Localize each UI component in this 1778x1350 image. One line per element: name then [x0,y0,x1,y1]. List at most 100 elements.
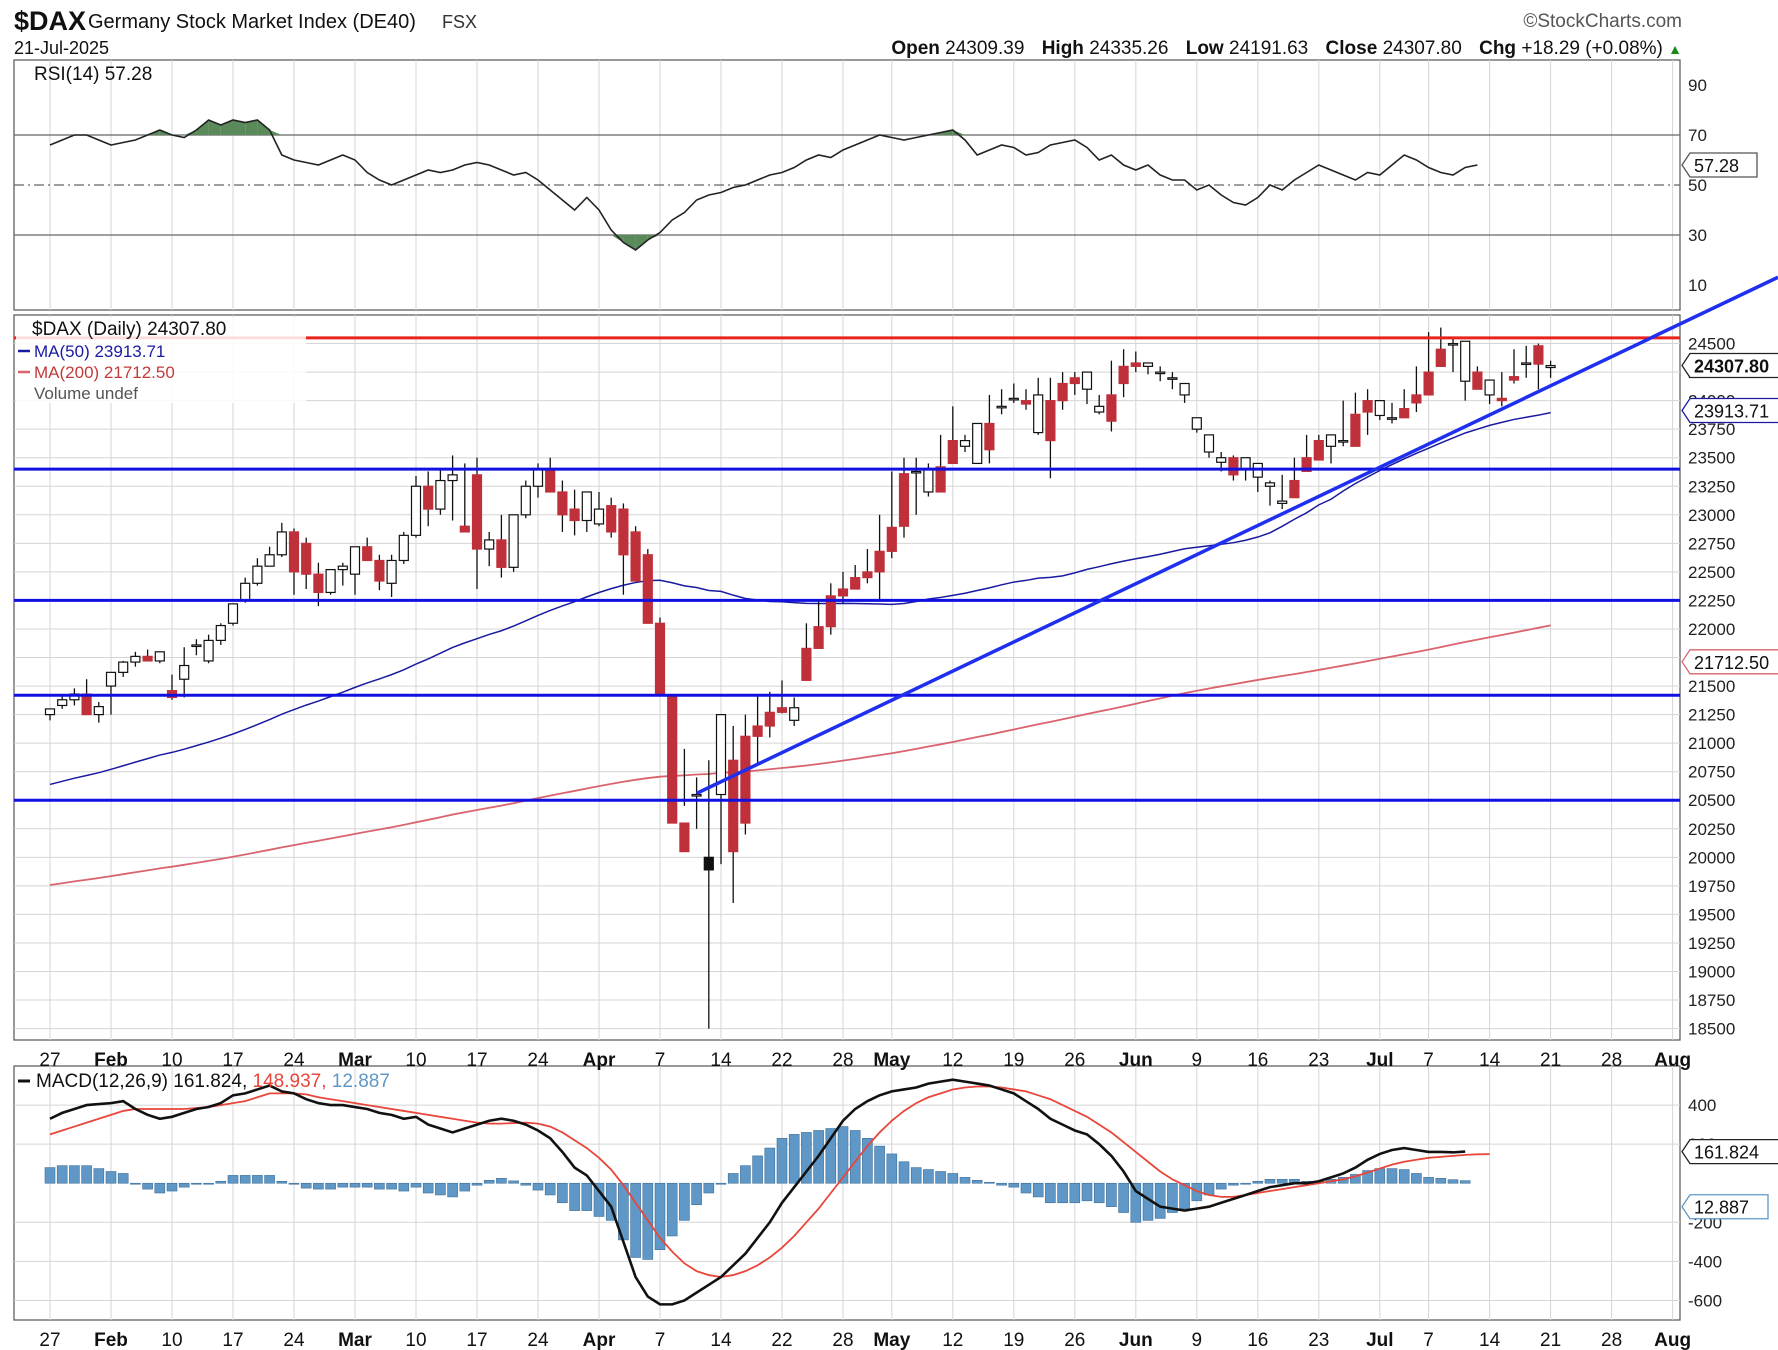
candle-body [93,706,104,716]
date-tick-label: 14 [710,1330,732,1350]
date-tick-label: 21 [1540,1050,1561,1071]
candle-body [789,707,800,721]
price-tick-label: 22000 [1688,620,1735,639]
candle-body [837,588,849,597]
macd-histogram-bar [154,1182,166,1194]
macd-histogram-bar [581,1182,593,1211]
candle-body [703,856,714,871]
up-arrow-icon: ▲ [1668,41,1682,57]
date-tick-label: 26 [1064,1050,1085,1071]
macd-histogram-bar [1045,1182,1056,1204]
date-tick-label: Jul [1366,1330,1393,1350]
candle-body [398,534,409,562]
macd-histogram-bar [1447,1179,1459,1184]
macd-histogram-bar [1411,1173,1422,1184]
low-label: Low [1185,38,1224,59]
macd-histogram-bar [203,1182,214,1185]
rsi-last-tag [1681,152,1758,178]
macd-histogram-bar [276,1180,288,1184]
macd-histogram-bar [1386,1168,1398,1184]
macd-histogram-bar [849,1130,861,1184]
macd-histogram-bar [117,1173,129,1184]
candle-body [654,622,666,696]
macd-histogram-bar [1252,1180,1264,1184]
candle-body [313,573,324,594]
macd-panel: -600-400-200200400MACD(12,26,9) 161.824,… [13,1065,1778,1321]
macd-histogram-bar [1350,1174,1361,1184]
macd-histogram-bar [1167,1182,1178,1213]
macd-histogram-bar [996,1182,1007,1186]
candle-body [1289,479,1300,499]
macd-histogram-bar [947,1173,959,1184]
price-tick-label: 19500 [1688,905,1735,924]
ma50-value-label: 23913.71 [1694,401,1769,421]
macd-histogram-bar [178,1182,190,1188]
candle-body [911,470,922,474]
candle-body [1167,377,1178,380]
macd-histogram-bar [471,1182,483,1186]
candle-body [1350,413,1361,447]
macd-histogram-bar [435,1182,446,1196]
candle-body [1155,371,1166,375]
date-tick-label: 22 [771,1050,792,1071]
macd-histogram-bar [496,1178,507,1184]
candle-body [984,422,995,451]
rsi-legend: RSI(14) 57.28 [34,64,152,85]
date-tick-label: 17 [222,1050,243,1071]
candle-body [44,708,56,716]
candle-body [508,514,519,568]
macd-histogram-bar [252,1175,263,1184]
price-tick-label: 23250 [1688,477,1735,496]
low-value: 24191.63 [1229,38,1309,59]
candle-body [715,714,727,796]
uptrend-line [695,275,1778,795]
macd-histogram-bar [825,1128,837,1184]
ohlc-summary: Open 24309.39 High 24335.26 Low 24191.63… [891,38,1682,60]
candle-body [898,473,910,527]
ma200-legend: MA(200) 21712.50 [34,363,175,382]
open-label: Open [891,38,940,59]
date-tick-label: 10 [405,1050,426,1071]
price-tick-label: 21500 [1688,677,1735,696]
date-tick-label: 17 [222,1330,243,1350]
macd-line [49,1078,1466,1306]
macd-frame [13,1065,1681,1321]
symbol-title: $DAX [14,6,87,36]
candle-body [301,542,312,575]
candle-body [325,569,336,594]
macd-histogram-bar [215,1180,227,1184]
candle-body [801,647,812,681]
candle-body [764,711,775,727]
date-tick-label: 17 [466,1050,487,1071]
rsi-oversold-fill [635,235,648,250]
candle-body [1411,394,1422,404]
price-tick-label: 23750 [1688,420,1735,439]
source-credit: ©StockCharts.com [1523,11,1682,32]
macd-histogram-bar [520,1182,532,1186]
candle-body [1277,500,1288,504]
macd-histogram-bar [508,1180,519,1184]
candle-body [118,661,129,673]
ma200-value-label: 21712.50 [1694,653,1769,673]
macd-histogram-bar [1240,1182,1251,1185]
macd-histogram-bar [361,1182,373,1188]
price-tick-label: 18500 [1688,1020,1735,1039]
date-tick-label: Aug [1654,1050,1691,1071]
macd-histogram-bar [130,1182,141,1185]
candle-body [1545,364,1556,369]
macd-tick-label: -600 [1688,1291,1722,1310]
macd-value-label: 161.824 [1694,1143,1759,1163]
macd-histogram-bar [313,1182,324,1190]
date-tick-label: 26 [1064,1330,1085,1350]
price-tick-label: 20750 [1688,763,1735,782]
macd-histogram-bar [447,1182,458,1198]
price-tick-label: 22250 [1688,591,1735,610]
candle-body [1191,417,1202,430]
ma50-line [49,411,1551,786]
macd-histogram-bar [984,1181,995,1184]
candle-body [1374,400,1385,417]
rsi-overbought-fill [196,120,209,135]
macd-histogram-bar [93,1168,105,1184]
macd-histogram-bar [1435,1178,1447,1184]
macd-histogram-bar [654,1182,666,1250]
